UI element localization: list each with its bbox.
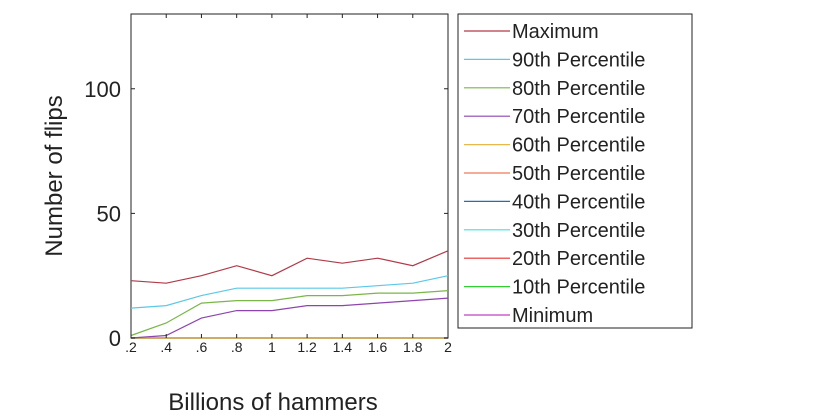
- series-group: [130, 250, 449, 339]
- legend-label: 70th Percentile: [512, 106, 645, 128]
- y-axis-label: Number of flips: [41, 95, 68, 256]
- legend: Maximum 90th Percentile 80th Percentile 70t…: [457, 13, 693, 329]
- legend-label: Maximum: [512, 21, 599, 43]
- legend-item: 90th Percentile: [464, 49, 645, 71]
- legend-label: 10th Percentile: [512, 277, 645, 299]
- x-tick-label: 1.4: [333, 339, 353, 355]
- legend-label: 20th Percentile: [512, 248, 645, 270]
- legend-item: Minimum: [464, 305, 593, 327]
- legend-label: 50th Percentile: [512, 163, 645, 185]
- y-tick-label: 0: [109, 326, 121, 351]
- x-tick-label: 2: [444, 339, 452, 355]
- x-axis: .2 .4 .6 .8 1 1.2 1.4 1.6 1.8 2: [125, 14, 452, 355]
- x-tick-label: .6: [196, 339, 208, 355]
- legend-item: 60th Percentile: [464, 135, 645, 157]
- legend-label: 80th Percentile: [512, 78, 645, 100]
- y-tick-label: 100: [84, 77, 121, 102]
- legend-item: 30th Percentile: [464, 220, 645, 242]
- legend-items: Maximum 90th Percentile 80th Percentile 70t…: [464, 21, 645, 327]
- plot-area: .2 .4 .6 .8 1 1.2 1.4 1.6 1.8 2 0 50 100: [84, 13, 452, 355]
- x-tick-label: 1.8: [403, 339, 423, 355]
- x-tick-label: 1.6: [368, 339, 388, 355]
- series-line-1: [130, 275, 449, 309]
- legend-item: 40th Percentile: [464, 191, 645, 213]
- x-tick-label: 1: [268, 339, 276, 355]
- series-line-3: [130, 297, 449, 339]
- series-line-0: [130, 250, 449, 284]
- y-tick-label: 50: [97, 201, 121, 226]
- legend-item: 50th Percentile: [464, 163, 645, 185]
- y-axis: 0 50 100: [84, 77, 448, 351]
- x-tick-label: .2: [125, 339, 137, 355]
- legend-item: 70th Percentile: [464, 106, 645, 128]
- legend-label: 90th Percentile: [512, 49, 645, 71]
- legend-item: Maximum: [464, 21, 599, 43]
- series-line-2: [130, 290, 449, 337]
- legend-label: 60th Percentile: [512, 135, 645, 157]
- x-axis-label: Billions of hammers: [168, 389, 377, 416]
- x-tick-label: .8: [231, 339, 243, 355]
- legend-label: 40th Percentile: [512, 191, 645, 213]
- plot-frame: [130, 13, 449, 339]
- x-tick-label: 1.2: [297, 339, 317, 355]
- legend-label: Minimum: [512, 305, 593, 327]
- legend-item: 20th Percentile: [464, 248, 645, 270]
- legend-label: 30th Percentile: [512, 220, 645, 242]
- legend-frame: [457, 13, 693, 329]
- x-tick-label: .4: [160, 339, 172, 355]
- legend-item: 80th Percentile: [464, 78, 645, 100]
- legend-item: 10th Percentile: [464, 277, 645, 299]
